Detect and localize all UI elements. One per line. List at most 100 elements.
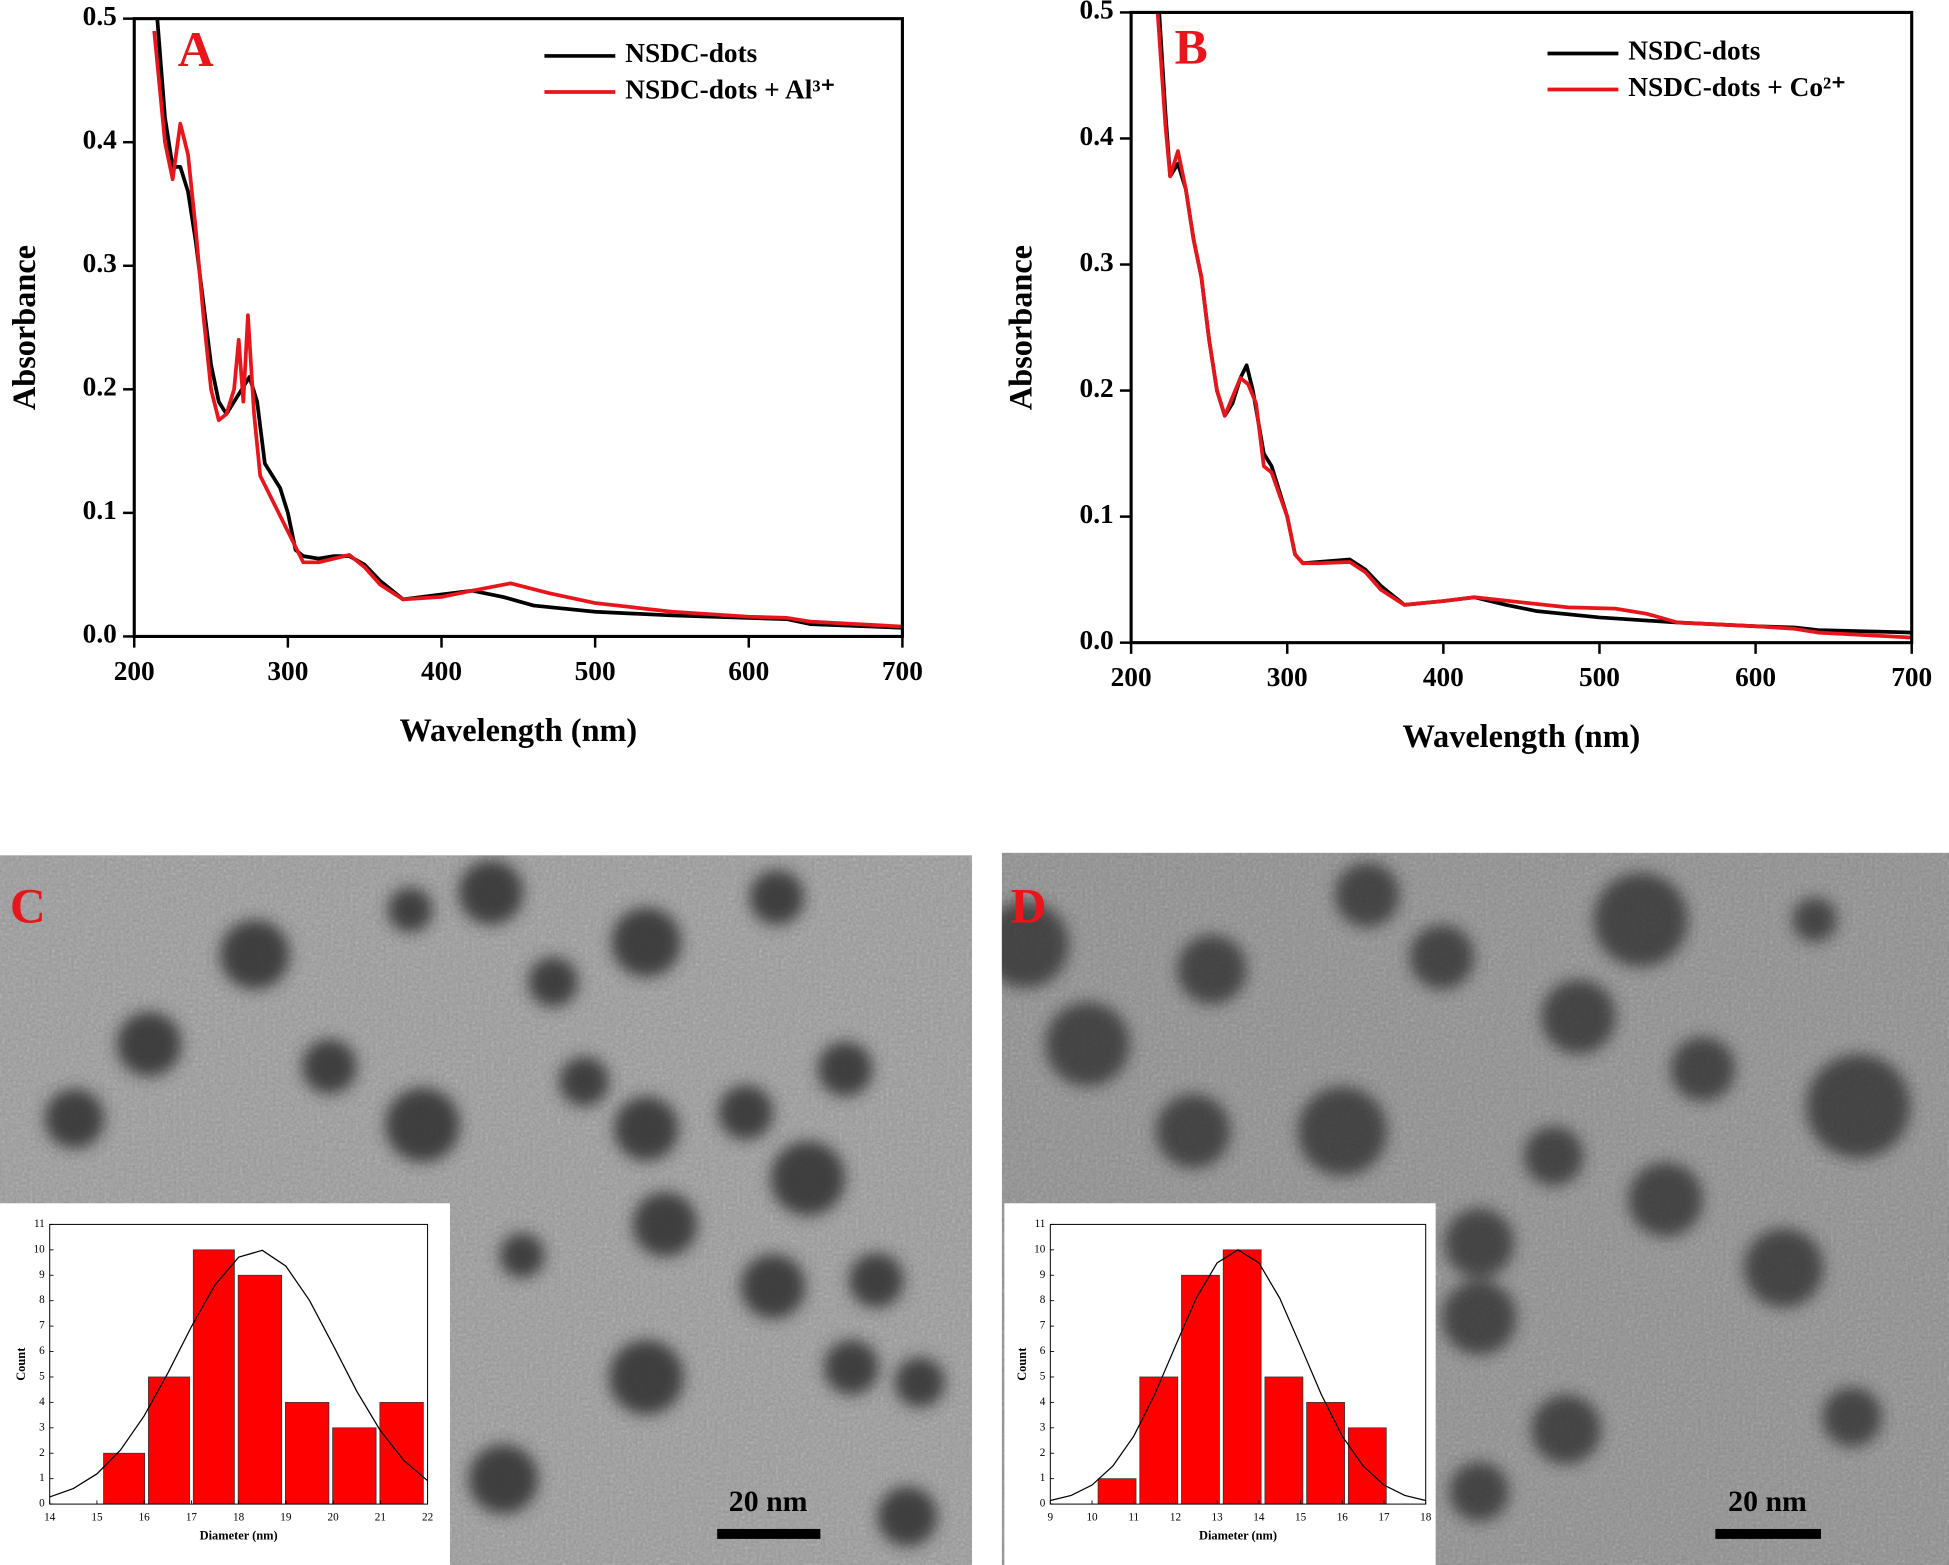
histogram-bar — [1347, 1427, 1387, 1505]
y-tick-label: 1 — [1040, 1472, 1046, 1484]
tem-image — [0, 855, 973, 1565]
x-tick-label: 16 — [139, 1511, 151, 1523]
y-tick-label: 0.5 — [83, 1, 117, 31]
y-tick-label: 0.2 — [1080, 373, 1114, 403]
x-axis-title: Diameter (nm) — [200, 1528, 278, 1542]
y-tick-label: 7 — [39, 1320, 45, 1332]
data-line — [155, 18, 903, 630]
inset-background — [1004, 1203, 1436, 1565]
data-line — [152, 30, 903, 629]
x-tick-label: 14 — [1253, 1511, 1265, 1523]
y-tick-label: 6 — [1040, 1345, 1046, 1357]
histogram-bar — [1222, 1249, 1262, 1505]
y-tick-label: 0.2 — [83, 372, 117, 402]
scale-bar-label: 20 nm — [1728, 1485, 1807, 1518]
x-axis-title: Diameter (nm) — [1199, 1528, 1277, 1542]
x-tick-label: 20 — [328, 1511, 340, 1523]
y-tick-label: 5 — [1040, 1371, 1046, 1383]
y-tick-label: 9 — [1040, 1269, 1046, 1281]
histogram-bar — [1181, 1274, 1220, 1505]
plot-frame — [1049, 1223, 1427, 1505]
panel-label: C — [10, 879, 46, 934]
x-tick-label: 16 — [1337, 1511, 1349, 1523]
scale-bar-label: 20 nm — [729, 1485, 808, 1518]
x-tick-label: 13 — [1212, 1511, 1224, 1523]
y-tick-label: 3 — [39, 1421, 45, 1433]
y-axis-title: Absorbance — [6, 245, 42, 410]
y-tick-label: 8 — [1040, 1294, 1046, 1306]
x-tick-label: 10 — [1086, 1511, 1098, 1523]
y-axis-title: Count — [1015, 1347, 1029, 1381]
legend-label: NSDC-dots + Co²⁺ — [1628, 72, 1845, 102]
x-tick-label: 17 — [1378, 1511, 1390, 1523]
histogram-bar — [285, 1402, 330, 1505]
legend-label: NSDC-dots — [1628, 36, 1760, 66]
y-tick-label: 0.1 — [1080, 499, 1114, 529]
x-tick-label: 300 — [267, 656, 308, 686]
x-tick-label: 400 — [421, 656, 462, 686]
y-tick-label: 11 — [34, 1218, 45, 1230]
legend-label: NSDC-dots — [625, 38, 757, 68]
x-tick-label: 200 — [1111, 662, 1152, 692]
histogram-bar — [379, 1402, 424, 1505]
panel-label: D — [1011, 879, 1047, 934]
y-tick-label: 10 — [34, 1243, 46, 1255]
x-tick-label: 11 — [1128, 1511, 1139, 1523]
y-axis-title: Absorbance — [1003, 245, 1039, 410]
panel-label: A — [178, 22, 214, 77]
particles — [1001, 862, 1911, 1554]
x-tick-label: 17 — [186, 1511, 198, 1523]
x-tick-label: 600 — [728, 656, 769, 686]
histogram-bar — [103, 1452, 146, 1505]
y-tick-label: 10 — [1034, 1243, 1046, 1255]
histogram-bar — [1306, 1402, 1345, 1505]
fit-curve — [1050, 1249, 1426, 1502]
x-tick-label: 22 — [422, 1511, 433, 1523]
x-tick-label: 700 — [1891, 662, 1932, 692]
x-tick-label: 500 — [575, 656, 616, 686]
data-line — [1157, 12, 1912, 635]
scale-bar — [1715, 1528, 1821, 1539]
y-tick-label: 11 — [1035, 1218, 1046, 1230]
y-tick-label: 0.0 — [83, 619, 117, 649]
particles — [44, 860, 945, 1547]
y-tick-label: 0.3 — [83, 248, 117, 278]
y-tick-label: 6 — [39, 1345, 45, 1357]
x-axis-title: Wavelength (nm) — [1403, 718, 1641, 754]
y-tick-label: 0.5 — [1080, 0, 1114, 25]
scale-bar — [717, 1528, 821, 1539]
panel-label: B — [1175, 20, 1208, 75]
histogram-bar — [1097, 1478, 1137, 1505]
x-tick-label: 600 — [1735, 662, 1776, 692]
data-line — [1155, 12, 1912, 640]
x-tick-label: 500 — [1579, 662, 1620, 692]
y-tick-label: 0.3 — [1080, 247, 1114, 277]
y-tick-label: 5 — [39, 1371, 45, 1383]
x-tick-label: 18 — [1420, 1511, 1432, 1523]
histogram-bar — [237, 1274, 283, 1505]
x-axis-title: Wavelength (nm) — [399, 712, 637, 748]
y-tick-label: 0.0 — [1080, 625, 1114, 655]
x-tick-label: 300 — [1267, 662, 1308, 692]
y-tick-label: 8 — [39, 1294, 45, 1306]
x-tick-label: 14 — [44, 1511, 56, 1523]
x-tick-label: 15 — [1295, 1511, 1307, 1523]
y-tick-label: 3 — [1040, 1421, 1046, 1433]
y-axis-title: Count — [14, 1347, 28, 1381]
histogram-bar — [148, 1376, 190, 1505]
x-tick-label: 9 — [1048, 1511, 1054, 1523]
histogram-bar — [192, 1249, 235, 1505]
x-tick-label: 200 — [114, 656, 155, 686]
y-tick-label: 0 — [1040, 1498, 1046, 1510]
histogram-bar — [332, 1427, 377, 1505]
x-tick-label: 19 — [280, 1511, 292, 1523]
x-tick-label: 15 — [91, 1511, 103, 1523]
y-tick-label: 1 — [39, 1472, 45, 1484]
y-tick-label: 7 — [1040, 1320, 1046, 1332]
legend-label: NSDC-dots + Al³⁺ — [625, 74, 835, 104]
x-tick-label: 700 — [882, 656, 923, 686]
fit-curve — [49, 1249, 428, 1498]
y-tick-label: 0.4 — [83, 124, 117, 154]
x-tick-label: 18 — [233, 1511, 245, 1523]
